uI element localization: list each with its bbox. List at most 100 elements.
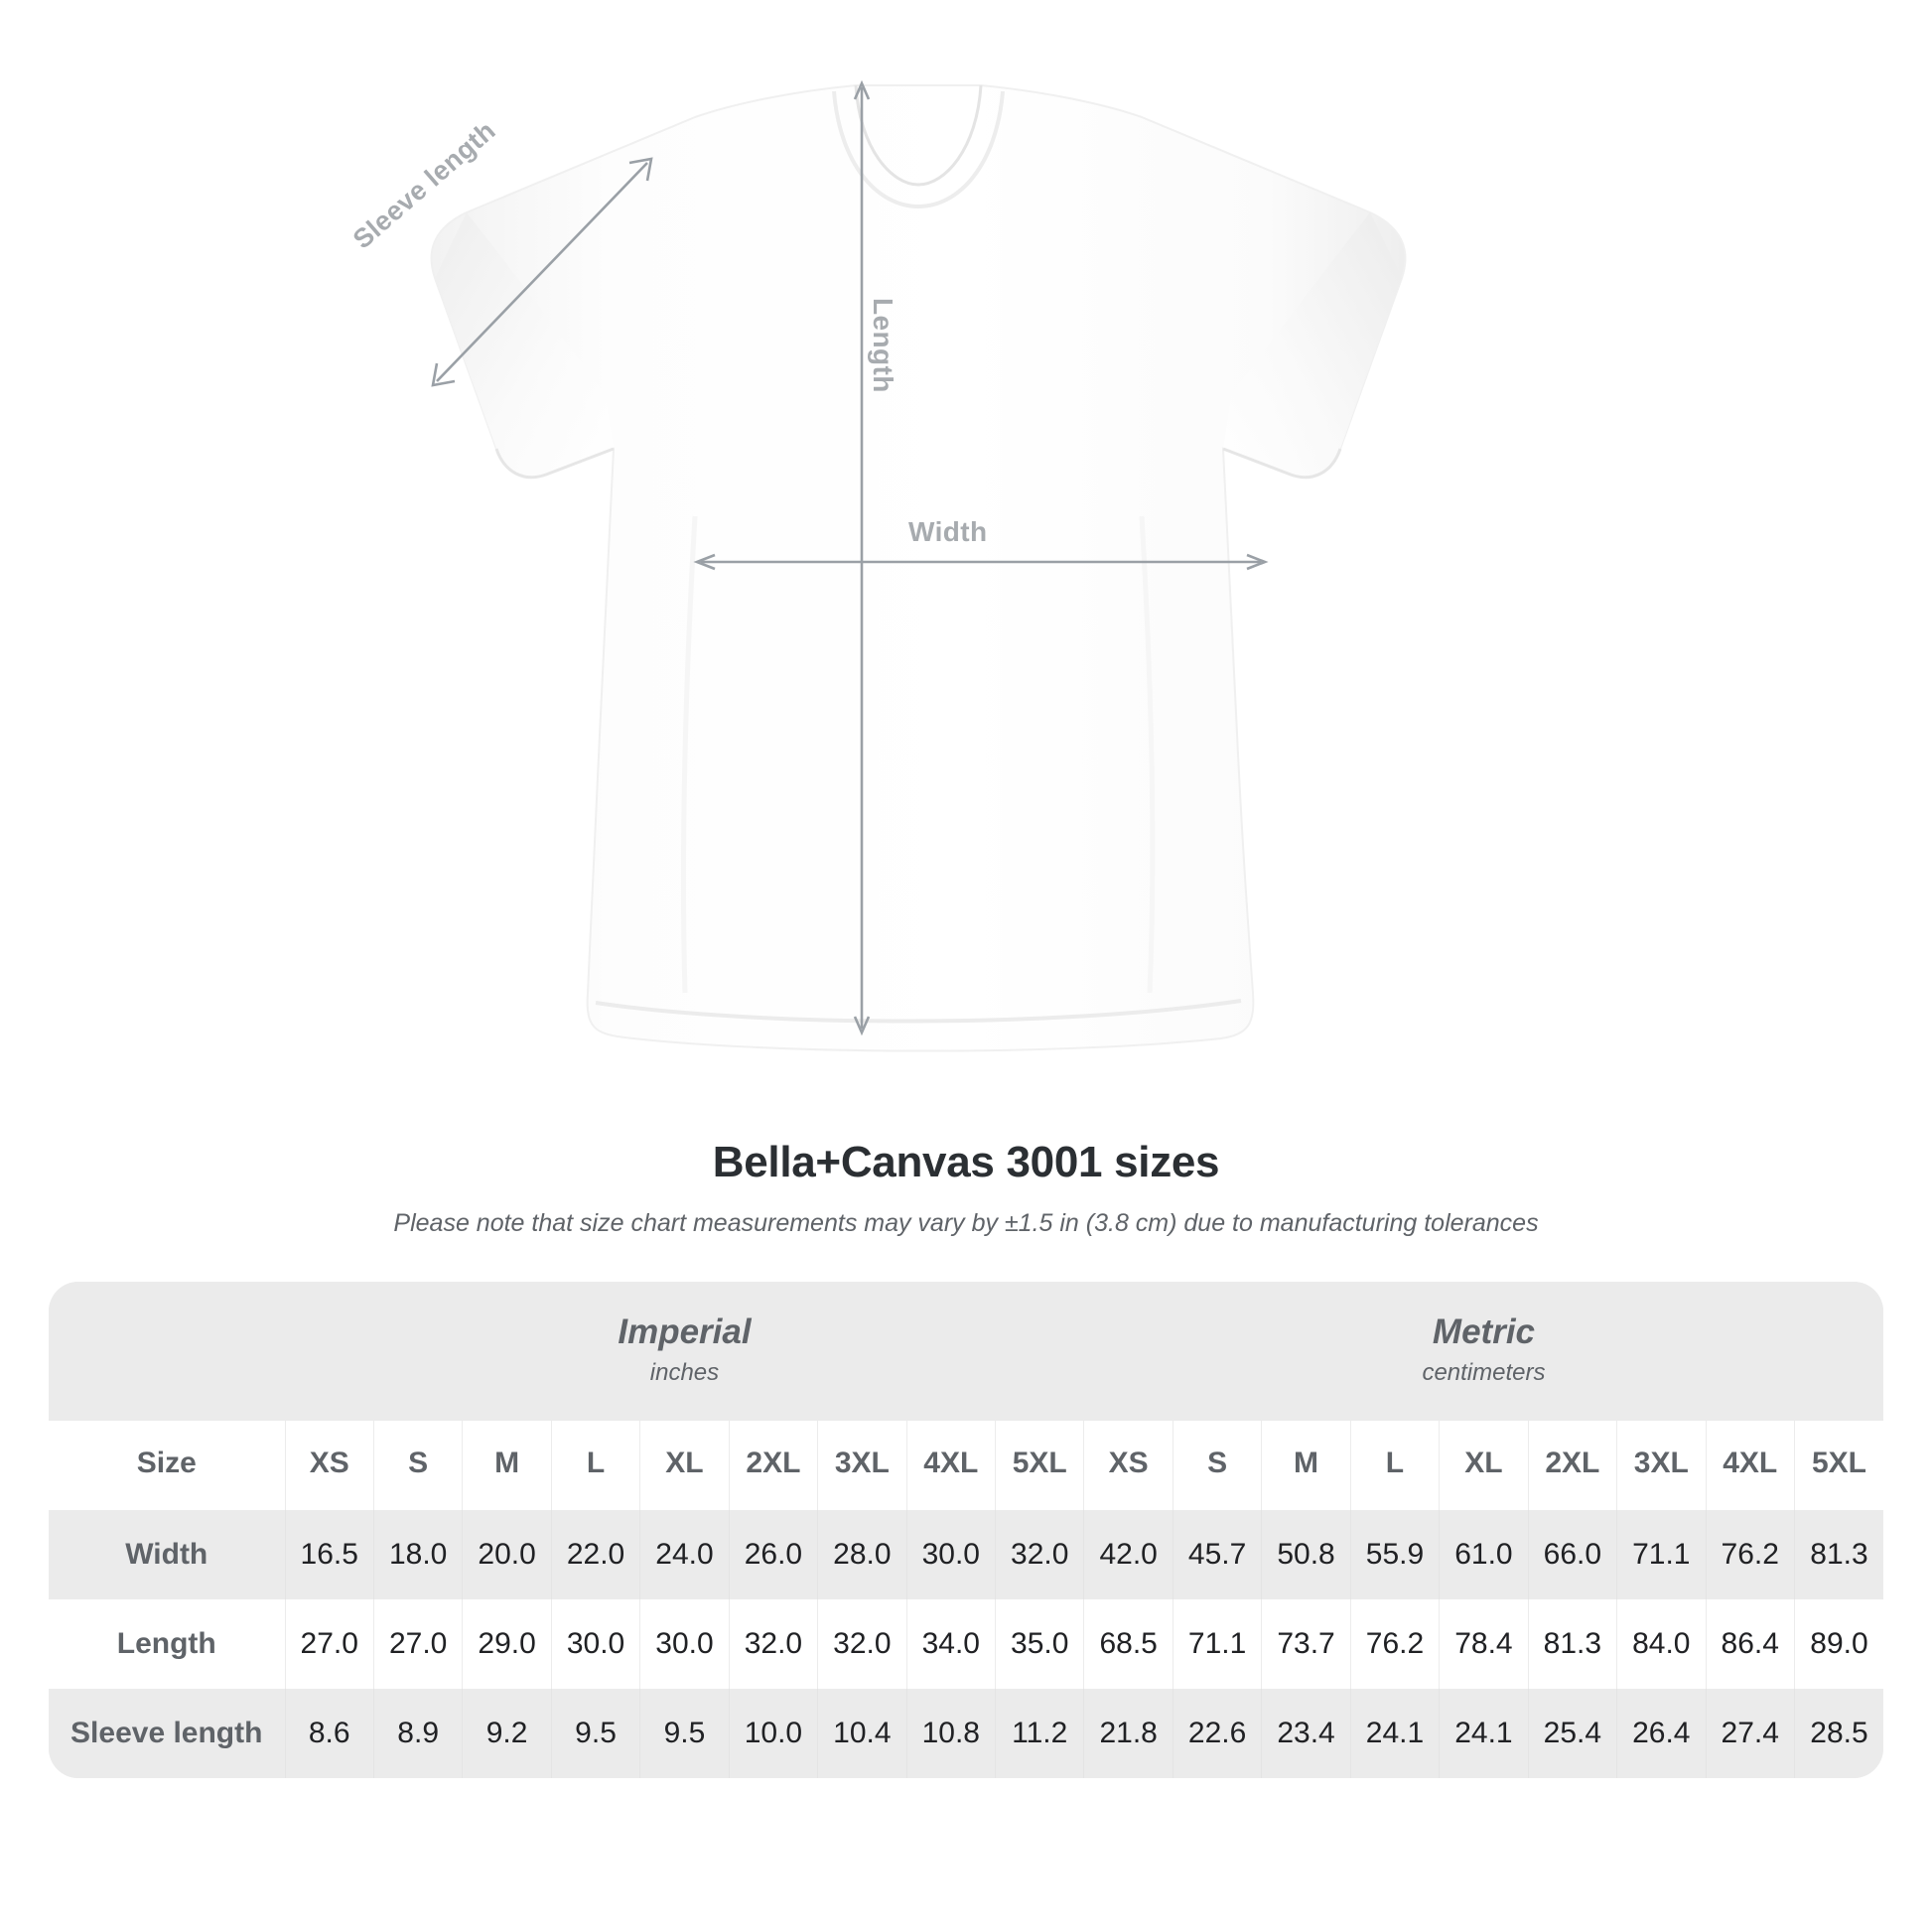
size-col-metric-3xl: 3XL — [1616, 1421, 1706, 1510]
metric-unit-sublabel: centimeters — [1422, 1359, 1546, 1386]
imperial-label: Imperial — [618, 1312, 752, 1351]
cell-sleeve-8: 11.2 — [994, 1689, 1084, 1778]
cell-length-6: 32.0 — [817, 1599, 907, 1689]
unit-header-spacer — [49, 1282, 285, 1421]
cell-sleeve-10: 22.6 — [1172, 1689, 1262, 1778]
cell-sleeve-11: 23.4 — [1261, 1689, 1351, 1778]
width-arrow-right — [1246, 553, 1269, 571]
cell-width-7: 30.0 — [905, 1510, 996, 1599]
cell-length-0: 27.0 — [284, 1599, 374, 1689]
size-col-imperial-5xl: 5XL — [994, 1421, 1084, 1510]
measurement-lines — [431, 79, 1269, 1036]
width-dimension-label: Width — [908, 516, 988, 547]
cell-length-9: 68.5 — [1083, 1599, 1173, 1689]
cell-width-4: 24.0 — [639, 1510, 730, 1599]
left-sleeve-hem — [494, 447, 615, 480]
cell-sleeve-2: 9.2 — [462, 1689, 552, 1778]
sleeve-arrow-top — [628, 157, 653, 182]
cell-sleeve-13: 24.1 — [1439, 1689, 1529, 1778]
cell-sleeve-9: 21.8 — [1083, 1689, 1173, 1778]
cell-length-16: 86.4 — [1705, 1599, 1795, 1689]
collar-ribbing — [832, 90, 1005, 209]
size-col-imperial-s: S — [372, 1421, 463, 1510]
cell-width-15: 71.1 — [1616, 1510, 1706, 1599]
unit-system-header-row: Imperial inches Metric centimeters — [49, 1282, 1883, 1421]
shirt-outline — [430, 84, 1407, 1052]
cell-length-14: 81.3 — [1527, 1599, 1617, 1689]
cell-length-13: 78.4 — [1439, 1599, 1529, 1689]
cell-sleeve-14: 25.4 — [1527, 1689, 1617, 1778]
cell-sleeve-0: 8.6 — [284, 1689, 374, 1778]
metric-unit-header: Metric centimeters — [1083, 1282, 1883, 1421]
cell-length-4: 30.0 — [639, 1599, 730, 1689]
size-col-imperial-xs: XS — [284, 1421, 374, 1510]
cell-sleeve-17: 28.5 — [1793, 1689, 1883, 1778]
page-title: Bella+Canvas 3001 sizes — [712, 1138, 1220, 1186]
tshirt-svg — [430, 79, 1407, 1052]
cell-length-2: 29.0 — [462, 1599, 552, 1689]
cell-width-9: 42.0 — [1083, 1510, 1173, 1599]
tshirt-illustration: Sleeve length Length Width — [346, 79, 1407, 1052]
imperial-unit-sublabel: inches — [649, 1359, 720, 1386]
length-arrow-bottom — [853, 1016, 871, 1036]
sleeve-arrow-bottom — [431, 362, 456, 387]
tolerance-note: Please note that size chart measurements… — [393, 1209, 1539, 1237]
table-row: Length 27.0 27.0 29.0 30.0 30.0 32.0 32.… — [49, 1599, 1883, 1689]
size-col-metric-xs: XS — [1083, 1421, 1173, 1510]
fold-right — [1139, 515, 1156, 994]
cell-width-10: 45.7 — [1172, 1510, 1262, 1599]
cell-width-13: 61.0 — [1439, 1510, 1529, 1599]
cell-length-5: 32.0 — [728, 1599, 818, 1689]
cell-width-3: 22.0 — [550, 1510, 640, 1599]
size-col-metric-xl: XL — [1439, 1421, 1529, 1510]
size-chart-table: Imperial inches Metric centimeters Size … — [49, 1282, 1883, 1778]
size-col-imperial-3xl: 3XL — [817, 1421, 907, 1510]
cell-width-2: 20.0 — [462, 1510, 552, 1599]
right-sleeve-hem — [1222, 447, 1342, 480]
cell-sleeve-6: 10.4 — [817, 1689, 907, 1778]
table-row: Width 16.5 18.0 20.0 22.0 24.0 26.0 28.0… — [49, 1510, 1883, 1599]
length-dimension-label: Length — [868, 298, 898, 393]
size-col-imperial-m: M — [462, 1421, 552, 1510]
length-arrow-top — [853, 79, 871, 100]
size-col-imperial-4xl: 4XL — [905, 1421, 996, 1510]
chart-heading-block: Bella+Canvas 3001 sizes Please note that… — [0, 1112, 1932, 1238]
cell-width-8: 32.0 — [994, 1510, 1084, 1599]
size-col-imperial-2xl: 2XL — [728, 1421, 818, 1510]
cell-sleeve-16: 27.4 — [1705, 1689, 1795, 1778]
sleeve-line — [436, 162, 648, 382]
size-col-metric-5xl: 5XL — [1793, 1421, 1883, 1510]
width-arrow-left — [693, 553, 716, 571]
size-col-metric-4xl: 4XL — [1705, 1421, 1795, 1510]
cell-length-8: 35.0 — [994, 1599, 1084, 1689]
size-chart-table-container: Imperial inches Metric centimeters Size … — [49, 1282, 1883, 1778]
cell-width-11: 50.8 — [1261, 1510, 1351, 1599]
cell-width-1: 18.0 — [372, 1510, 463, 1599]
cell-length-7: 34.0 — [905, 1599, 996, 1689]
cell-length-11: 73.7 — [1261, 1599, 1351, 1689]
size-row-header: Size — [49, 1421, 285, 1510]
cell-width-6: 28.0 — [817, 1510, 907, 1599]
cell-sleeve-1: 8.9 — [372, 1689, 463, 1778]
cell-sleeve-7: 10.8 — [905, 1689, 996, 1778]
cell-length-1: 27.0 — [372, 1599, 463, 1689]
cell-width-12: 55.9 — [1349, 1510, 1440, 1599]
cell-length-3: 30.0 — [550, 1599, 640, 1689]
cell-length-17: 89.0 — [1793, 1599, 1883, 1689]
cell-sleeve-4: 9.5 — [639, 1689, 730, 1778]
size-col-imperial-l: L — [550, 1421, 640, 1510]
imperial-unit-header: Imperial inches — [285, 1282, 1084, 1421]
size-col-imperial-xl: XL — [639, 1421, 730, 1510]
size-col-metric-s: S — [1172, 1421, 1262, 1510]
collar-inner — [854, 84, 983, 187]
cell-width-16: 76.2 — [1705, 1510, 1795, 1599]
tshirt-graphic — [430, 79, 1407, 1052]
shirt-body-shape — [430, 84, 1407, 1052]
row-label-length: Length — [49, 1599, 285, 1689]
cell-sleeve-5: 10.0 — [728, 1689, 818, 1778]
cell-sleeve-12: 24.1 — [1349, 1689, 1440, 1778]
right-sleeve — [1223, 212, 1402, 478]
fold-left — [680, 515, 698, 994]
metric-label: Metric — [1432, 1312, 1536, 1351]
cell-width-5: 26.0 — [728, 1510, 818, 1599]
